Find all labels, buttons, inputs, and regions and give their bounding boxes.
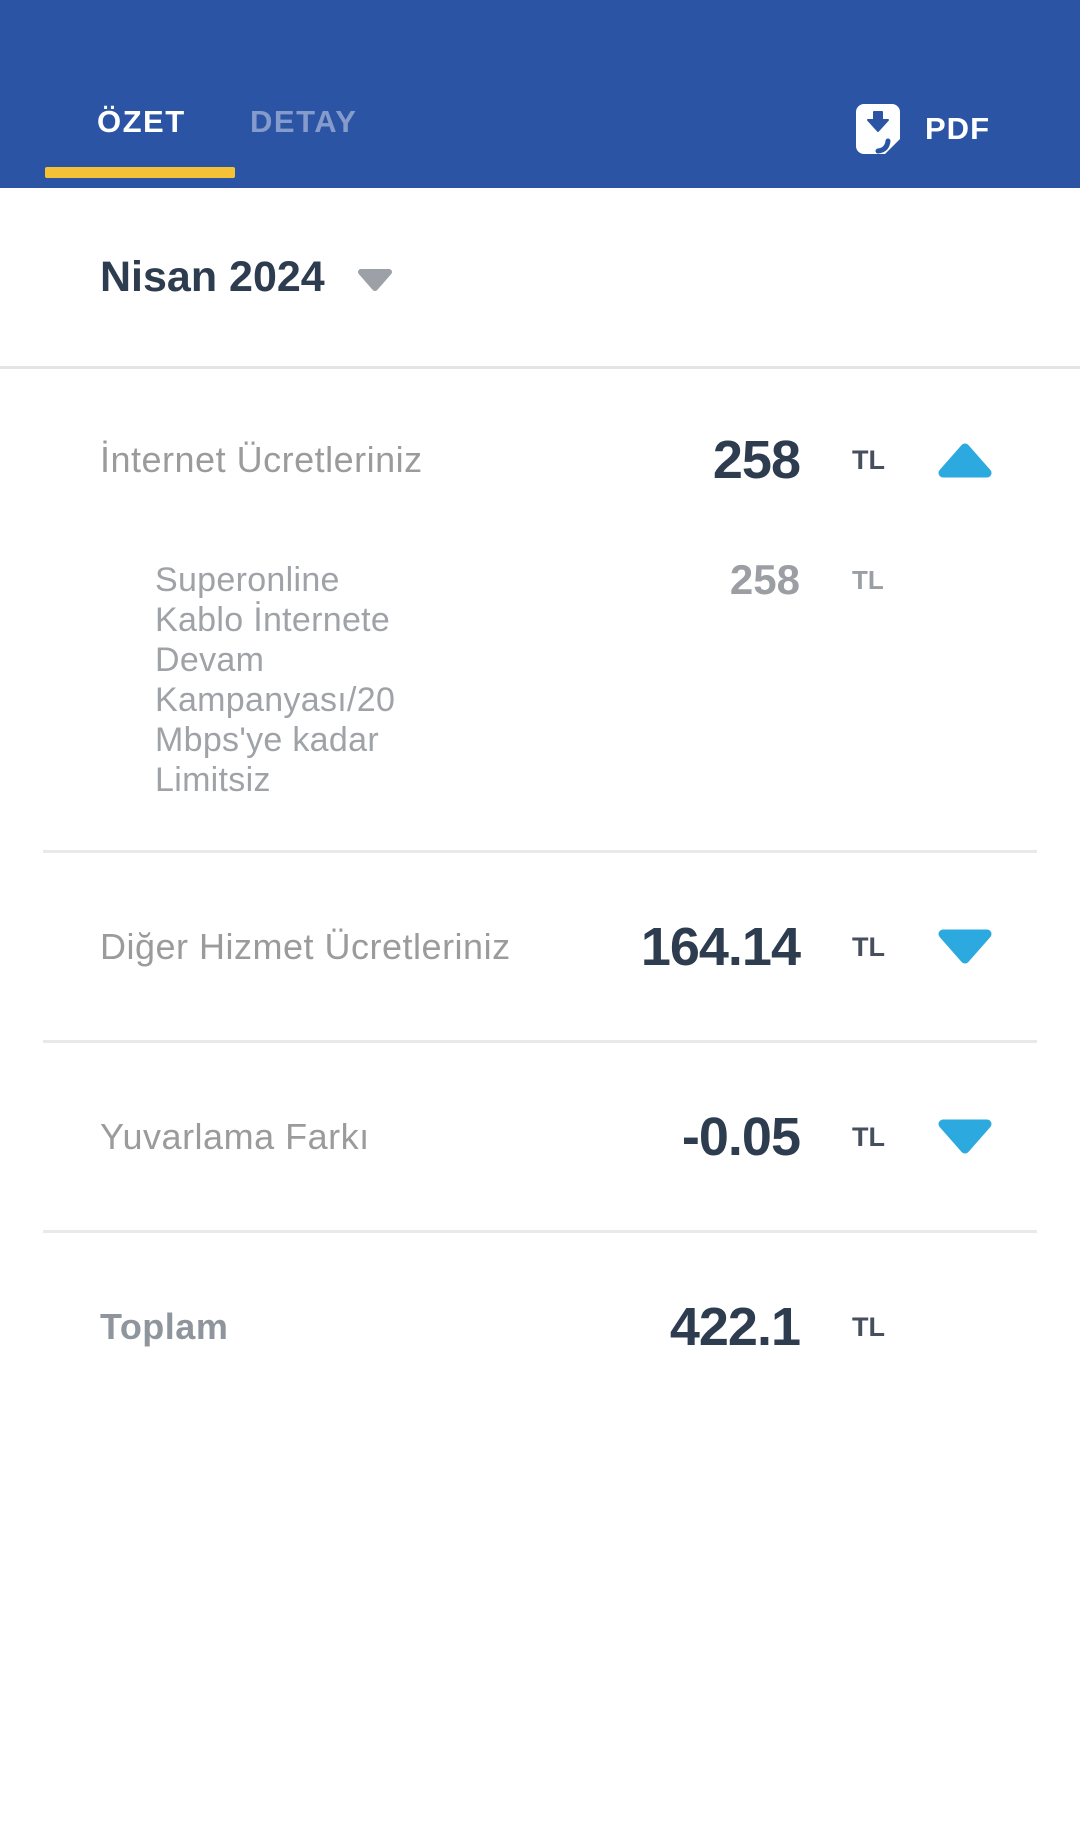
total-value: 422.1: [669, 1297, 801, 1357]
pdf-download-button[interactable]: PDF: [855, 103, 990, 155]
row-label: İnternet Ücretleriniz: [100, 439, 423, 480]
spacer: [937, 1308, 993, 1346]
subitem-value: 258: [729, 556, 800, 603]
bill-row-internet: İnternet Ücretleriniz 258 TL Superonline…: [0, 369, 1080, 850]
currency-label: TL: [852, 444, 885, 475]
pdf-download-icon: [855, 103, 901, 155]
subitem-currency-label: TL: [852, 565, 884, 595]
section-divider: [0, 366, 1080, 369]
subitem-label: Superonline Kablo İnternete Devam Kampan…: [155, 561, 396, 799]
active-tab-indicator: [45, 167, 235, 178]
row-divider: [43, 850, 1037, 853]
currency-label: TL: [852, 1121, 885, 1152]
row-value: 258: [712, 430, 801, 490]
row-divider: [43, 1230, 1037, 1233]
tab-detay[interactable]: DETAY: [250, 104, 358, 139]
bill-row-total: Toplam 422.1 TL: [0, 1233, 1080, 1420]
trend-down-icon[interactable]: [937, 928, 993, 966]
currency-label: TL: [852, 931, 885, 962]
row-value: 164.14: [640, 917, 801, 977]
row-label: Diğer Hizmet Ücretleriniz: [100, 926, 511, 967]
bill-row-other-services: Diğer Hizmet Ücretleriniz 164.14 TL: [0, 853, 1080, 1040]
chevron-down-icon: [355, 267, 395, 293]
bill-row-total-line: Toplam 422.1 TL: [100, 1297, 993, 1357]
bill-row-rounding-line[interactable]: Yuvarlama Farkı -0.05 TL: [100, 1107, 993, 1167]
bill-row-internet-line[interactable]: İnternet Ücretleriniz 258 TL: [100, 430, 993, 490]
row-divider: [43, 1040, 1037, 1043]
tab-ozet[interactable]: ÖZET: [97, 104, 186, 139]
trend-down-icon[interactable]: [937, 1118, 993, 1156]
total-label: Toplam: [100, 1306, 229, 1347]
trend-up-icon[interactable]: [937, 441, 993, 479]
billing-period-label: Nisan 2024: [100, 252, 325, 301]
currency-label: TL: [852, 1311, 885, 1342]
row-value: -0.05: [681, 1107, 801, 1167]
app-header: ÖZET DETAY PDF: [0, 0, 1080, 188]
billing-period-selector[interactable]: Nisan 2024: [0, 188, 1080, 366]
pdf-button-label: PDF: [925, 111, 990, 146]
row-label: Yuvarlama Farkı: [100, 1116, 370, 1157]
bill-row-other-services-line[interactable]: Diğer Hizmet Ücretleriniz 164.14 TL: [100, 917, 993, 977]
bill-row-rounding: Yuvarlama Farkı -0.05 TL: [0, 1043, 1080, 1230]
bill-subitem-campaign: Superonline Kablo İnternete Devam Kampan…: [100, 556, 993, 800]
